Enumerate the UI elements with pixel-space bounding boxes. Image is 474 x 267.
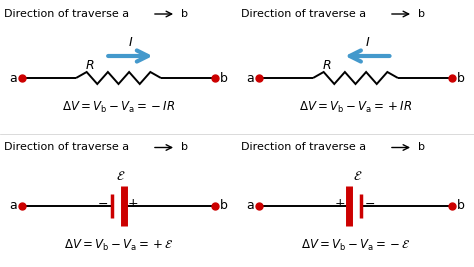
Text: b: b bbox=[457, 72, 465, 84]
Text: $\mathcal{E}$: $\mathcal{E}$ bbox=[353, 171, 362, 183]
Text: $\Delta V = V_{\mathrm{b}} - V_{\mathrm{a}} = +IR$: $\Delta V = V_{\mathrm{b}} - V_{\mathrm{… bbox=[299, 100, 412, 115]
Text: Direction of traverse a: Direction of traverse a bbox=[4, 143, 129, 152]
Text: $-$: $-$ bbox=[365, 197, 375, 210]
Text: $\Delta V = V_{\mathrm{b}} - V_{\mathrm{a}} = -\mathcal{E}$: $\Delta V = V_{\mathrm{b}} - V_{\mathrm{… bbox=[301, 237, 410, 253]
Text: $\Delta V = V_{\mathrm{b}} - V_{\mathrm{a}} = +\mathcal{E}$: $\Delta V = V_{\mathrm{b}} - V_{\mathrm{… bbox=[64, 237, 173, 253]
Text: b: b bbox=[181, 143, 188, 152]
Text: b: b bbox=[418, 9, 425, 19]
Text: $+$: $+$ bbox=[334, 197, 346, 210]
Text: b: b bbox=[220, 72, 228, 84]
Text: Direction of traverse a: Direction of traverse a bbox=[241, 143, 366, 152]
Text: Direction of traverse a: Direction of traverse a bbox=[4, 9, 129, 19]
Text: $\mathcal{E}$: $\mathcal{E}$ bbox=[116, 171, 125, 183]
Text: $\Delta V = V_{\mathrm{b}} - V_{\mathrm{a}} = -IR$: $\Delta V = V_{\mathrm{b}} - V_{\mathrm{… bbox=[62, 100, 175, 115]
Text: $I$: $I$ bbox=[365, 36, 370, 49]
Text: $-$: $-$ bbox=[97, 197, 109, 210]
Text: $+$: $+$ bbox=[128, 197, 139, 210]
Text: $R$: $R$ bbox=[85, 59, 95, 72]
Text: b: b bbox=[220, 199, 228, 212]
Text: a: a bbox=[9, 72, 17, 84]
Text: b: b bbox=[418, 143, 425, 152]
Text: Direction of traverse a: Direction of traverse a bbox=[241, 9, 366, 19]
Text: a: a bbox=[9, 199, 17, 212]
Text: b: b bbox=[181, 9, 188, 19]
Text: $I$: $I$ bbox=[128, 36, 133, 49]
Text: $R$: $R$ bbox=[322, 59, 332, 72]
Text: a: a bbox=[246, 72, 254, 84]
Text: b: b bbox=[457, 199, 465, 212]
Text: a: a bbox=[246, 199, 254, 212]
